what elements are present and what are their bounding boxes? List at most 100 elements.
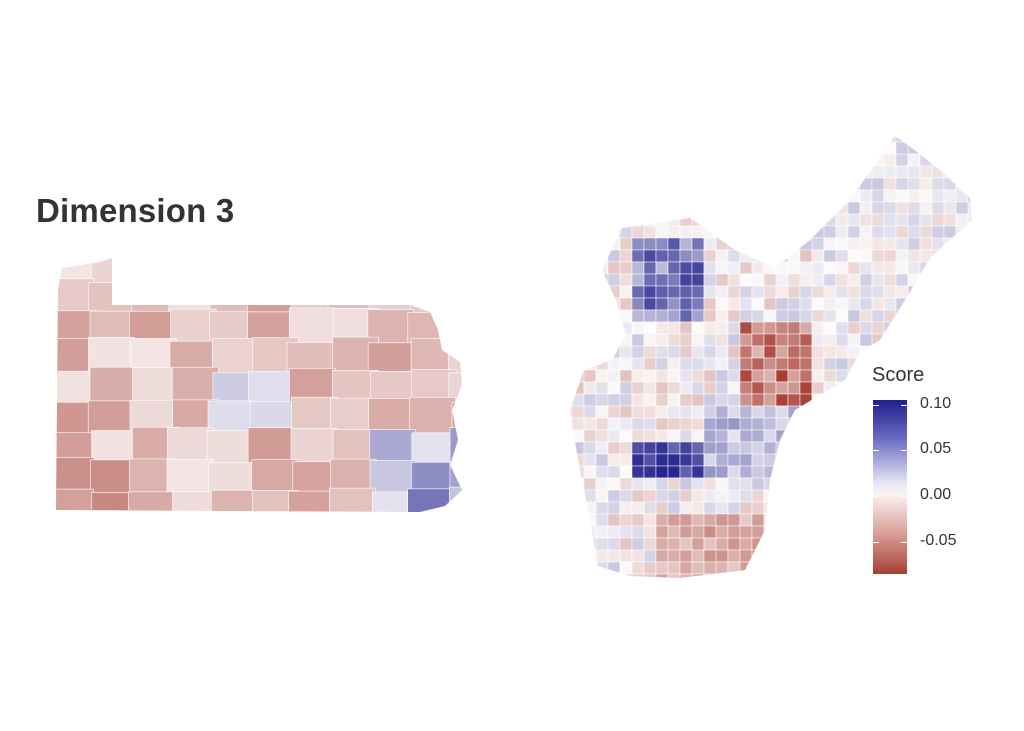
- tract-region: [847, 297, 861, 311]
- tract-region: [691, 261, 705, 275]
- tract-region: [631, 136, 645, 143]
- tract-region: [632, 586, 644, 590]
- tract-region: [655, 513, 669, 527]
- tract-region: [607, 297, 621, 311]
- tract-region: [775, 321, 789, 335]
- tract-region: [679, 213, 693, 227]
- tract-region: [967, 357, 972, 371]
- tract-region: [667, 153, 681, 167]
- tract-region: [907, 465, 921, 479]
- tract-region: [595, 213, 609, 227]
- tract-region: [703, 357, 717, 371]
- tract-region: [907, 285, 921, 299]
- tract-region: [631, 573, 645, 578]
- tract-region: [835, 549, 849, 563]
- tract-region: [631, 285, 645, 299]
- tract-region: [691, 573, 705, 578]
- tract-region: [907, 141, 921, 155]
- tract-region: [955, 369, 969, 383]
- tract-region: [583, 153, 597, 167]
- tract-region: [583, 249, 597, 263]
- tract-region: [583, 501, 597, 515]
- tract-region: [931, 153, 945, 167]
- tract-region: [883, 297, 897, 311]
- tract-region: [703, 405, 717, 419]
- tract-region: [583, 136, 597, 143]
- tract-region: [739, 273, 753, 287]
- tract-region: [643, 321, 657, 335]
- tract-region: [570, 453, 573, 467]
- tract-region: [931, 345, 945, 359]
- tract-region: [787, 453, 801, 467]
- tract-region: [583, 177, 597, 191]
- tract-region: [643, 333, 657, 347]
- tract-region: [583, 273, 597, 287]
- tract-region: [595, 225, 609, 239]
- tract-region: [967, 513, 972, 527]
- tract-region: [655, 561, 669, 575]
- tract-region: [583, 165, 597, 179]
- tract-region: [967, 177, 972, 191]
- tract-region: [691, 153, 705, 167]
- tract-region: [727, 333, 741, 347]
- tract-region: [667, 165, 681, 179]
- tract-region: [787, 136, 801, 143]
- tract-region: [595, 345, 609, 359]
- tract-region: [919, 285, 933, 299]
- tract-region: [739, 297, 753, 311]
- county-region: [452, 279, 462, 317]
- tract-region: [823, 201, 837, 215]
- tract-region: [907, 537, 921, 551]
- tract-region: [799, 225, 813, 239]
- tract-region: [859, 333, 873, 347]
- tract-region: [691, 309, 705, 323]
- tract-region: [739, 489, 753, 503]
- tract-region: [751, 429, 765, 443]
- tract-region: [835, 309, 849, 323]
- tract-region: [823, 261, 837, 275]
- tract-region: [883, 165, 897, 179]
- tract-region: [955, 465, 969, 479]
- tract-region: [931, 285, 945, 299]
- tract-region: [859, 237, 873, 251]
- tract-region: [895, 225, 909, 239]
- tract-region: [775, 273, 789, 287]
- tract-region: [655, 141, 669, 155]
- tract-region: [955, 177, 969, 191]
- tract-region: [643, 429, 657, 443]
- tract-region: [787, 441, 801, 455]
- tract-region: [643, 549, 657, 563]
- tract-region: [967, 249, 972, 263]
- tract-region: [739, 453, 753, 467]
- tract-region: [739, 573, 753, 578]
- tract-region: [775, 357, 789, 371]
- tract-region: [679, 249, 693, 263]
- tract-region: [715, 189, 729, 203]
- tract-region: [931, 177, 945, 191]
- tract-region: [631, 201, 645, 215]
- tract-region: [967, 321, 972, 335]
- tract-region: [883, 136, 897, 143]
- tract-region: [787, 153, 801, 167]
- tract-region: [607, 165, 621, 179]
- tract-region: [811, 525, 825, 539]
- county-region: [291, 396, 338, 434]
- tract-region: [763, 513, 777, 527]
- tract-region: [631, 261, 645, 275]
- tract-region: [931, 513, 945, 527]
- tract-region: [835, 153, 849, 167]
- county-region: [251, 459, 298, 496]
- tract-region: [943, 561, 957, 575]
- tract-region: [943, 381, 957, 395]
- tract-region: [895, 237, 909, 251]
- tract-region: [955, 165, 969, 179]
- tract-region: [679, 297, 693, 311]
- tract-region: [955, 141, 969, 155]
- tract-region: [571, 369, 585, 383]
- tract-region: [823, 489, 837, 503]
- tract-region: [727, 297, 741, 311]
- tract-region: [847, 321, 861, 335]
- tract-region: [980, 574, 990, 586]
- tract-region: [715, 573, 729, 578]
- tract-region: [691, 273, 705, 287]
